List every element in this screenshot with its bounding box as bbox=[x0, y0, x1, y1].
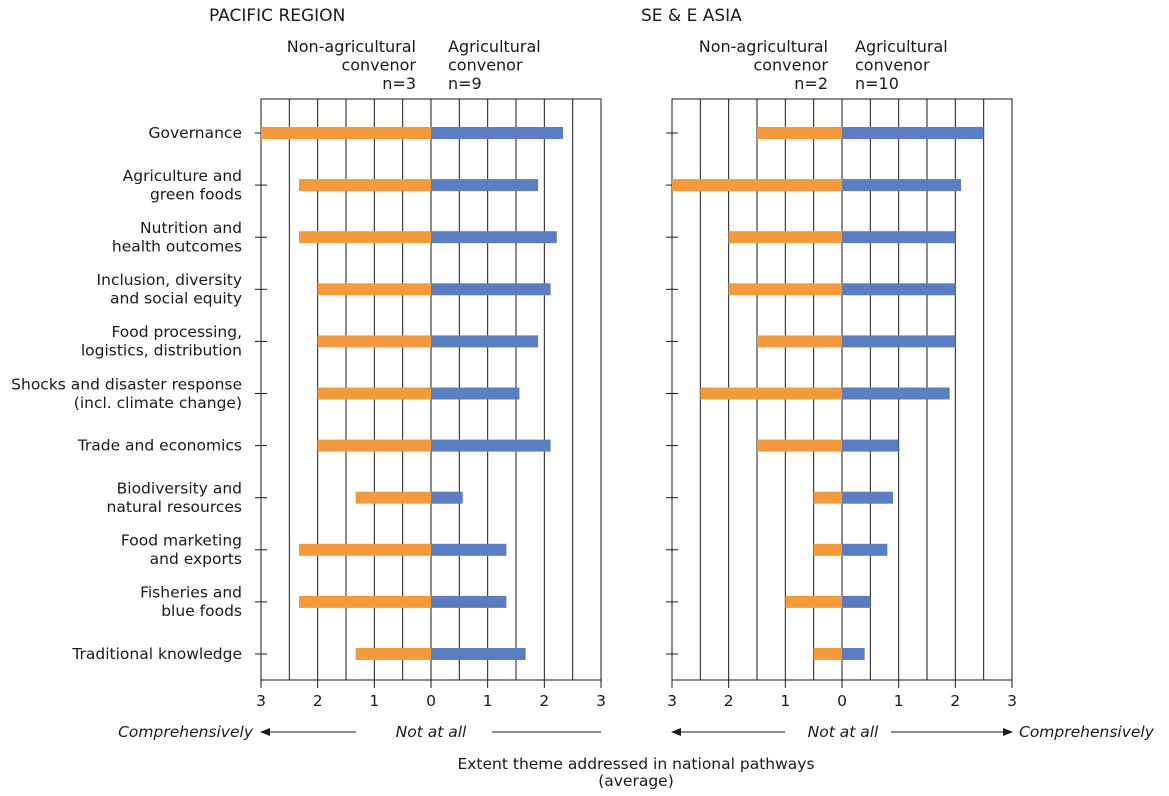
seasia-x-tick-label: 0 bbox=[837, 692, 847, 710]
pacific-bar-non-agricultural bbox=[317, 335, 431, 348]
pacific-bar-non-agricultural bbox=[298, 543, 431, 556]
seasia-bar-non-agricultural bbox=[813, 491, 842, 504]
seasia-bar-non-agricultural bbox=[757, 127, 842, 139]
pacific-bar-non-agricultural bbox=[355, 648, 431, 660]
pacific-bar-agricultural bbox=[431, 439, 551, 452]
pacific-bar-agricultural bbox=[431, 127, 564, 139]
seasia-bar-agricultural bbox=[842, 231, 956, 244]
category-label: and exports bbox=[150, 550, 242, 568]
pacific-bar-non-agricultural bbox=[355, 491, 431, 504]
seasia-axis-label-not-at-all: Not at all bbox=[808, 723, 879, 741]
seasia-legend-non-agricultural: Non-agricultural bbox=[699, 37, 828, 56]
pacific-legend-agricultural: Agricultural bbox=[448, 37, 541, 56]
seasia-bar-agricultural bbox=[842, 387, 950, 400]
pacific-bar-agricultural bbox=[431, 648, 526, 660]
pacific-legend-non-agricultural: Non-agricultural bbox=[287, 37, 416, 56]
seasia-bar-agricultural bbox=[842, 335, 956, 348]
seasia-legend-agricultural: n=10 bbox=[855, 74, 899, 93]
pacific-x-tick-label: 2 bbox=[313, 692, 323, 710]
pacific-x-tick-label: 2 bbox=[539, 692, 549, 710]
seasia-bar-non-agricultural bbox=[728, 283, 842, 296]
pacific-x-tick-label: 3 bbox=[256, 692, 266, 710]
pacific-bar-agricultural bbox=[431, 283, 551, 296]
pacific-bar-non-agricultural bbox=[298, 231, 431, 244]
pacific-bar-non-agricultural bbox=[261, 127, 431, 139]
category-label: Governance bbox=[148, 124, 242, 142]
pacific-legend-non-agricultural: n=3 bbox=[382, 74, 416, 93]
category-label: Agriculture and bbox=[123, 167, 242, 185]
pacific-bar-agricultural bbox=[431, 491, 463, 504]
seasia-bar-non-agricultural bbox=[785, 595, 842, 608]
category-label: logistics, distribution bbox=[81, 342, 242, 360]
seasia-bar-non-agricultural bbox=[700, 387, 842, 400]
category-label: Food processing, bbox=[111, 323, 242, 341]
category-label: and social equity bbox=[110, 290, 242, 308]
pacific-legend-non-agricultural: convenor bbox=[341, 56, 416, 75]
seasia-x-tick-label: 2 bbox=[950, 692, 960, 710]
category-label: health outcomes bbox=[112, 237, 242, 255]
seasia-bar-non-agricultural bbox=[728, 231, 842, 244]
category-label: natural resources bbox=[107, 498, 242, 516]
pacific-legend-agricultural: n=9 bbox=[448, 74, 482, 93]
category-label: Nutrition and bbox=[140, 219, 242, 237]
seasia-bar-non-agricultural bbox=[813, 648, 842, 660]
pacific-bar-non-agricultural bbox=[317, 439, 431, 452]
seasia-bar-agricultural bbox=[842, 491, 893, 504]
category-label: (incl. climate change) bbox=[74, 394, 242, 412]
seasia-legend-non-agricultural: convenor bbox=[753, 56, 828, 75]
pacific-bar-non-agricultural bbox=[298, 179, 431, 192]
x-axis-title: (average) bbox=[598, 772, 674, 790]
category-label: Inclusion, diversity bbox=[97, 271, 242, 289]
pacific-axis-label-not-at-all: Not at all bbox=[396, 723, 467, 741]
seasia-legend-agricultural: Agricultural bbox=[855, 37, 948, 56]
seasia-legend-non-agricultural: n=2 bbox=[794, 74, 828, 93]
seasia-axis-label-comprehensively: Comprehensively bbox=[1019, 723, 1155, 741]
seasia-x-tick-label: 2 bbox=[724, 692, 734, 710]
seasia-bar-agricultural bbox=[842, 439, 899, 452]
category-label: Trade and economics bbox=[77, 437, 242, 455]
pacific-x-tick-label: 3 bbox=[596, 692, 606, 710]
pacific-bar-agricultural bbox=[431, 543, 507, 556]
category-label: Traditional knowledge bbox=[71, 645, 242, 663]
seasia-x-tick-label: 3 bbox=[1007, 692, 1017, 710]
seasia-x-tick-label: 1 bbox=[780, 692, 790, 710]
seasia-bar-agricultural bbox=[842, 595, 871, 608]
pacific-legend-agricultural: convenor bbox=[448, 56, 523, 75]
category-label: blue foods bbox=[161, 602, 242, 620]
x-axis-title: Extent theme addressed in national pathw… bbox=[457, 755, 814, 773]
seasia-bar-non-agricultural bbox=[672, 179, 842, 192]
seasia-bar-agricultural bbox=[842, 127, 984, 139]
category-label: Biodiversity and bbox=[117, 479, 242, 497]
pacific-bar-agricultural bbox=[431, 387, 520, 400]
pacific-bar-non-agricultural bbox=[298, 595, 431, 608]
seasia-bar-non-agricultural bbox=[757, 335, 842, 348]
seasia-bar-non-agricultural bbox=[757, 439, 842, 452]
seasia-legend-agricultural: convenor bbox=[855, 56, 930, 75]
category-label: Shocks and disaster response bbox=[11, 375, 242, 393]
pacific-axis-label-comprehensively: Comprehensively bbox=[118, 723, 254, 741]
pacific-bar-non-agricultural bbox=[317, 387, 431, 400]
pacific-x-tick-label: 1 bbox=[483, 692, 493, 710]
pacific-bar-non-agricultural bbox=[317, 283, 431, 296]
pacific-x-tick-label: 1 bbox=[369, 692, 379, 710]
seasia-x-tick-label: 1 bbox=[894, 692, 904, 710]
pacific-bar-agricultural bbox=[431, 179, 539, 192]
pacific-panel-title: PACIFIC REGION bbox=[209, 6, 345, 26]
pacific-bar-agricultural bbox=[431, 231, 557, 244]
seasia-bar-agricultural bbox=[842, 648, 865, 660]
seasia-x-tick-label: 3 bbox=[667, 692, 677, 710]
pacific-bar-agricultural bbox=[431, 335, 539, 348]
category-label: Fisheries and bbox=[140, 584, 242, 602]
category-label: green foods bbox=[150, 185, 242, 203]
pacific-x-tick-label: 0 bbox=[426, 692, 436, 710]
seasia-bar-agricultural bbox=[842, 543, 888, 556]
seasia-panel-title: SE & E ASIA bbox=[641, 6, 742, 26]
seasia-bar-non-agricultural bbox=[813, 543, 842, 556]
seasia-bar-agricultural bbox=[842, 179, 961, 192]
seasia-bar-agricultural bbox=[842, 283, 956, 296]
category-label: Food marketing bbox=[121, 532, 242, 550]
pacific-bar-agricultural bbox=[431, 595, 507, 608]
